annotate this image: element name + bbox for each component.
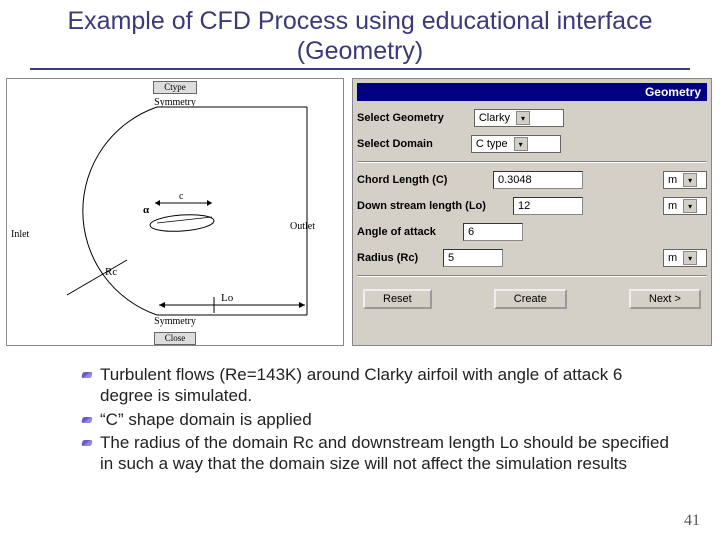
svg-text:Lo: Lo bbox=[221, 292, 234, 304]
geometry-panel: Geometry Select Geometry Clarky ▾ Select… bbox=[352, 78, 712, 346]
button-row: Reset Create Next > bbox=[357, 285, 707, 311]
chord-unit-value: m bbox=[668, 174, 677, 186]
chevron-down-icon: ▾ bbox=[514, 137, 528, 151]
bullet-item: Turbulent flows (Re=143K) around Clarky … bbox=[100, 364, 680, 407]
row-radius: Radius (Rc) 5 m ▾ bbox=[357, 249, 707, 267]
downstream-input[interactable]: 12 bbox=[513, 197, 583, 215]
aoa-input[interactable]: 6 bbox=[463, 223, 523, 241]
radius-label: Radius (Rc) bbox=[357, 252, 437, 264]
chord-label: Chord Length (C) bbox=[357, 174, 487, 186]
page-number: 41 bbox=[684, 512, 700, 530]
slide-title: Example of CFD Process using educational… bbox=[30, 0, 690, 70]
outlet-label: Outlet bbox=[290, 221, 315, 232]
diagram-bottombar: Close bbox=[7, 331, 343, 345]
select-geometry-label: Select Geometry bbox=[357, 112, 444, 124]
chord-unit-dropdown[interactable]: m ▾ bbox=[663, 171, 707, 189]
bullet-item: “C” shape domain is applied bbox=[100, 409, 680, 430]
create-button[interactable]: Create bbox=[494, 289, 567, 309]
close-button[interactable]: Close bbox=[154, 332, 197, 345]
geometry-diagram: Ctype Symmetry c α Rc bbox=[6, 78, 344, 346]
chevron-down-icon: ▾ bbox=[683, 199, 697, 213]
row-select-geometry: Select Geometry Clarky ▾ bbox=[357, 109, 707, 127]
radius-unit-value: m bbox=[668, 252, 677, 264]
svg-text:α: α bbox=[143, 204, 150, 216]
row-chord: Chord Length (C) 0.3048 m ▾ bbox=[357, 171, 707, 189]
panel-title: Geometry bbox=[357, 83, 707, 101]
select-geometry-value: Clarky bbox=[479, 112, 510, 124]
chevron-down-icon: ▾ bbox=[683, 173, 697, 187]
reset-button[interactable]: Reset bbox=[363, 289, 432, 309]
bullet-item: The radius of the domain Rc and downstre… bbox=[100, 432, 680, 475]
inlet-label: Inlet bbox=[11, 229, 29, 240]
downstream-unit-dropdown[interactable]: m ▾ bbox=[663, 197, 707, 215]
diagram-topbar: Ctype bbox=[7, 79, 343, 95]
content-row: Ctype Symmetry c α Rc bbox=[0, 78, 720, 346]
domain-sketch: c α Rc Lo bbox=[7, 95, 343, 331]
radius-unit-dropdown[interactable]: m ▾ bbox=[663, 249, 707, 267]
chevron-down-icon: ▾ bbox=[516, 111, 530, 125]
next-button[interactable]: Next > bbox=[629, 289, 701, 309]
divider bbox=[357, 275, 707, 277]
chord-input[interactable]: 0.3048 bbox=[493, 171, 583, 189]
bullet-list: Turbulent flows (Re=143K) around Clarky … bbox=[0, 346, 720, 474]
ctype-button[interactable]: Ctype bbox=[153, 81, 197, 94]
divider bbox=[357, 161, 707, 163]
select-domain-label: Select Domain bbox=[357, 138, 433, 150]
row-select-domain: Select Domain C type ▾ bbox=[357, 135, 707, 153]
downstream-label: Down stream length (Lo) bbox=[357, 200, 507, 212]
svg-text:Rc: Rc bbox=[105, 266, 117, 278]
select-domain-dropdown[interactable]: C type ▾ bbox=[471, 135, 561, 153]
aoa-label: Angle of attack bbox=[357, 226, 457, 238]
select-domain-value: C type bbox=[476, 138, 508, 150]
radius-input[interactable]: 5 bbox=[443, 249, 503, 267]
svg-text:c: c bbox=[179, 191, 184, 202]
chevron-down-icon: ▾ bbox=[683, 251, 697, 265]
row-aoa: Angle of attack 6 bbox=[357, 223, 707, 241]
symmetry-bottom-label: Symmetry bbox=[154, 316, 196, 327]
select-geometry-dropdown[interactable]: Clarky ▾ bbox=[474, 109, 564, 127]
row-downstream: Down stream length (Lo) 12 m ▾ bbox=[357, 197, 707, 215]
downstream-unit-value: m bbox=[668, 200, 677, 212]
